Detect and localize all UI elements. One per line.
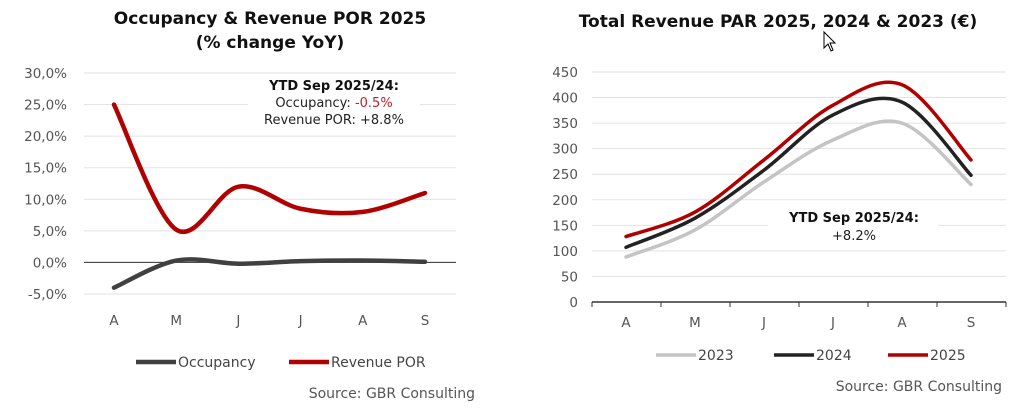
legend-label: Revenue POR	[331, 355, 426, 371]
chart-title: Total Revenue PAR 2025, 2024 & 2023 (€)	[579, 12, 978, 32]
total-revenue-par-chart: Total Revenue PAR 2025, 2024 & 2023 (€) …	[552, 12, 1007, 395]
x-tick-label: S	[967, 315, 976, 331]
x-tick-label: J	[830, 315, 835, 331]
mouse-cursor-icon	[823, 30, 837, 52]
x-tick-label: S	[421, 313, 430, 329]
annotation-box	[248, 76, 420, 132]
annotation-heading: YTD Sep 2025/24:	[268, 79, 399, 94]
y-tick-label: 0,0%	[33, 255, 67, 271]
series-line-2025	[624, 80, 973, 239]
x-tick-label: A	[897, 315, 907, 331]
y-tick-label: 150	[552, 218, 578, 234]
series-line-occupancy	[111, 257, 428, 290]
y-tick-label: 5,0%	[33, 224, 67, 240]
y-tick-label: 100	[552, 244, 578, 260]
x-tick-label: M	[170, 313, 182, 329]
y-tick-label: 300	[552, 142, 578, 158]
occupancy-revenue-chart: Occupancy & Revenue POR 2025 (% change Y…	[24, 9, 475, 402]
y-tick-label: 200	[552, 193, 578, 209]
y-tick-label: 15,0%	[24, 161, 67, 177]
x-tick-label: J	[761, 315, 766, 331]
y-tick-label: 10,0%	[24, 192, 67, 208]
y-tick-label: 50	[561, 269, 578, 285]
y-tick-label: 450	[552, 65, 578, 81]
x-tick-label: M	[689, 315, 701, 331]
y-tick-label: 350	[552, 116, 578, 132]
legend-label: 2025	[930, 348, 966, 364]
y-tick-label: 30,0%	[24, 66, 67, 82]
y-tick-label: 250	[552, 167, 578, 183]
y-tick-label: 25,0%	[24, 98, 67, 114]
x-tick-label: A	[621, 315, 631, 331]
x-tick-label: A	[358, 313, 368, 329]
x-tick-label: A	[109, 313, 119, 329]
annotation-box	[768, 208, 938, 244]
annotation-value: +8.2%	[832, 229, 876, 244]
annotation-heading: YTD Sep 2025/24:	[788, 211, 919, 226]
legend-label: Occupancy	[178, 355, 256, 371]
chart-title-line2: (% change YoY)	[196, 33, 345, 53]
series-line-2023	[624, 119, 973, 259]
annotation-occupancy: Occupancy: -0.5%	[275, 96, 392, 111]
legend-label: 2024	[816, 348, 852, 364]
source-note: Source: GBR Consulting	[836, 379, 1002, 395]
y-tick-label: -5,0%	[28, 287, 67, 303]
source-note: Source: GBR Consulting	[309, 386, 475, 402]
x-tick-label: J	[235, 313, 240, 329]
y-tick-label: 400	[552, 91, 578, 107]
chart-title-line1: Occupancy & Revenue POR 2025	[114, 9, 426, 29]
series-line-2024	[624, 96, 973, 250]
x-tick-label: J	[298, 313, 303, 329]
annotation-occupancy-value: -0.5%	[355, 96, 393, 111]
legend-label: 2023	[698, 348, 734, 364]
series-line-revenue-por	[111, 102, 428, 234]
y-tick-label: 0	[569, 295, 578, 311]
y-tick-label: 20,0%	[24, 129, 67, 145]
annotation-revenue-por: Revenue POR: +8.8%	[264, 113, 404, 128]
annotation-occupancy-label: Occupancy:	[275, 96, 355, 111]
